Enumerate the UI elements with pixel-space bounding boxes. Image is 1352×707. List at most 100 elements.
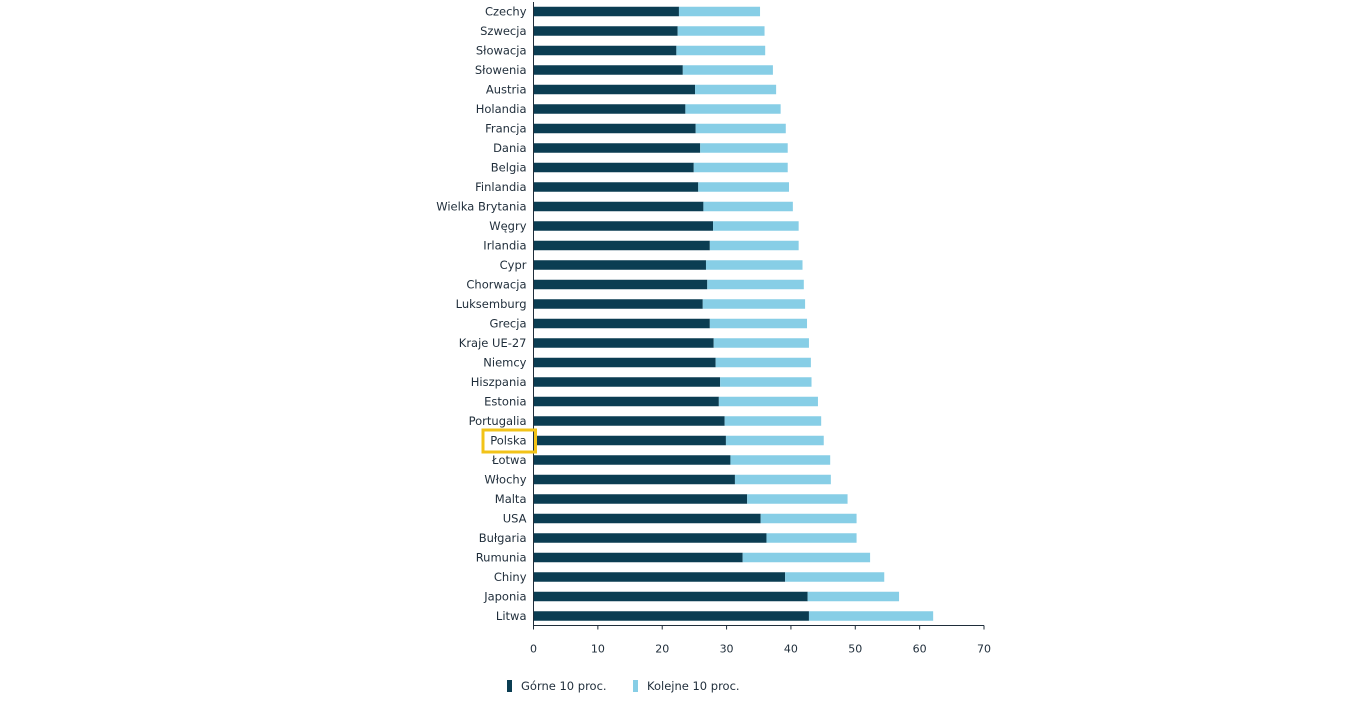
x-tick-label: 20 [655, 643, 669, 656]
bar-next10 [695, 123, 786, 134]
legend-swatch [633, 680, 638, 692]
category-label: Rumunia [476, 551, 527, 565]
category-label: Polska [490, 434, 526, 448]
bar-top10 [533, 455, 731, 465]
category-label: Belgia [491, 161, 527, 175]
bar-next10 [718, 396, 818, 407]
bar-top10 [533, 143, 701, 153]
bar-next10 [715, 357, 811, 368]
x-axis: 0 10 20 30 40 50 60 70 [530, 2, 991, 656]
bar-top10 [533, 396, 719, 407]
bar-top10 [533, 338, 714, 348]
category-label: Wielka Brytania [436, 200, 526, 214]
bars-layer [533, 6, 934, 621]
x-tick-label: 40 [784, 643, 798, 656]
category-label: Cypr [500, 258, 527, 272]
bar-top10 [533, 474, 735, 485]
bar-next10 [693, 162, 788, 173]
bar-next10 [709, 240, 799, 251]
bar-top10 [533, 377, 721, 387]
category-label: Luksemburg [456, 297, 527, 311]
bar-next10 [760, 513, 857, 524]
legend-label: Górne 10 proc. [521, 679, 607, 693]
category-label: Chorwacja [466, 278, 526, 292]
category-label: Austria [486, 83, 527, 97]
bar-next10 [725, 435, 824, 446]
x-tick-label: 0 [530, 643, 537, 656]
bar-next10 [678, 6, 761, 17]
x-tick-label: 60 [913, 643, 927, 656]
category-label: Malta [495, 492, 527, 506]
category-label: USA [503, 512, 527, 526]
bar-next10 [742, 552, 871, 563]
bar-next10 [747, 494, 848, 504]
bar-next10 [734, 474, 831, 485]
bar-next10 [713, 338, 809, 348]
bar-next10 [785, 572, 885, 582]
bar-next10 [766, 533, 857, 543]
bar-top10 [533, 6, 679, 17]
bar-next10 [703, 201, 793, 212]
category-label: Kraje UE-27 [459, 336, 527, 350]
bar-top10 [533, 26, 678, 36]
category-label: Irlandia [483, 239, 526, 253]
bar-next10 [724, 416, 822, 426]
bar-top10 [533, 45, 677, 56]
category-label: Estonia [484, 395, 526, 409]
x-tick-label: 70 [977, 643, 991, 656]
highlight-layer [481, 428, 537, 454]
bar-next10 [702, 299, 806, 309]
bar-top10 [533, 552, 743, 563]
bar-next10 [698, 182, 789, 192]
bar-top10 [533, 279, 708, 290]
legend-label: Kolejne 10 proc. [647, 679, 740, 693]
category-label: Grecja [489, 317, 526, 331]
bar-next10 [720, 377, 812, 387]
category-label: Bułgaria [479, 531, 527, 545]
bar-top10 [533, 494, 748, 504]
category-labels: Czechy Szwecja Słowacja Słowenia Austria Hola… [436, 5, 527, 624]
bar-top10 [533, 201, 704, 212]
bar-next10 [682, 65, 773, 75]
category-label: Włochy [484, 473, 526, 487]
bar-top10 [533, 221, 714, 231]
bar-top10 [533, 123, 696, 134]
bar-next10 [700, 143, 788, 153]
category-label: Finlandia [475, 180, 526, 194]
bar-next10 [709, 318, 808, 329]
bar-next10 [713, 221, 799, 231]
legend-swatch [507, 680, 512, 692]
bar-top10 [533, 572, 786, 582]
bar-next10 [695, 84, 777, 95]
category-label: Węgry [489, 219, 526, 233]
category-label: Japonia [483, 590, 526, 604]
category-label: Hiszpania [471, 375, 527, 389]
bar-next10 [730, 455, 831, 465]
x-tick-label: 50 [848, 643, 862, 656]
bar-top10 [533, 357, 716, 368]
x-tick-label: 10 [591, 643, 605, 656]
bar-top10 [533, 260, 706, 270]
bar-top10 [533, 513, 761, 524]
bar-top10 [533, 162, 694, 173]
category-label: Słowenia [475, 63, 527, 77]
bar-next10 [676, 45, 766, 56]
category-label: Holandia [476, 102, 527, 116]
x-tick-label: 30 [720, 643, 734, 656]
bar-top10 [533, 435, 726, 446]
category-label: Francja [485, 122, 526, 136]
category-label: Łotwa [491, 453, 526, 467]
highlight-box [481, 428, 537, 454]
category-label: Dania [493, 141, 526, 155]
bar-top10 [533, 416, 725, 426]
bar-top10 [533, 533, 767, 543]
bar-next10 [677, 26, 765, 36]
bar-top10 [533, 591, 808, 602]
category-label: Słowacja [476, 44, 527, 58]
category-label: Szwecja [480, 24, 526, 38]
bar-top10 [533, 299, 703, 309]
bar-top10 [533, 104, 686, 114]
bar-top10 [533, 611, 809, 621]
category-label: Czechy [485, 5, 527, 19]
